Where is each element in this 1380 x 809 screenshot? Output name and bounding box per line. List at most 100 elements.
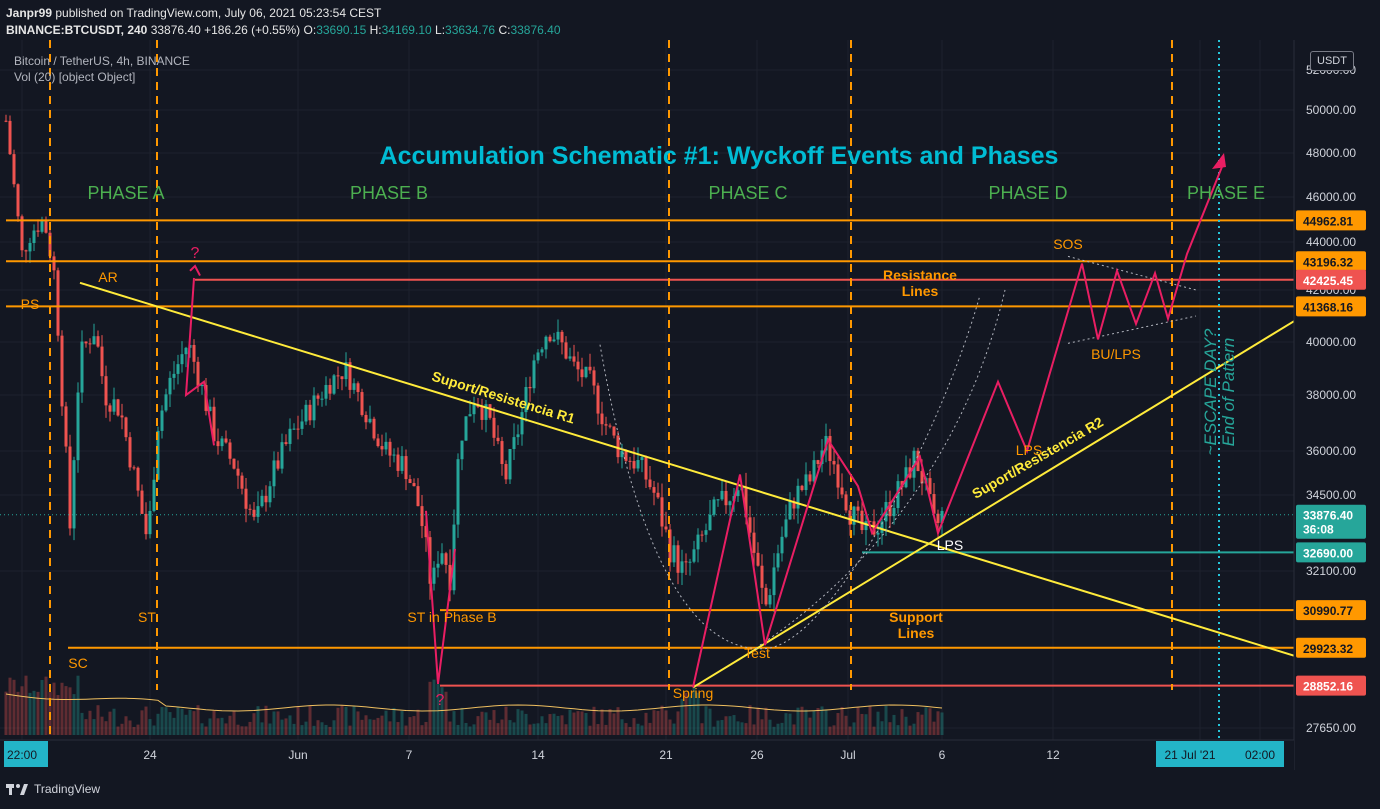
volume-bar	[496, 723, 500, 735]
volume-bar	[208, 718, 212, 735]
volume-bar	[56, 695, 60, 735]
publisher-line: Janpr99 published on TradingView.com, Ju…	[6, 6, 381, 20]
candle-body	[64, 406, 68, 447]
candle-body	[888, 502, 892, 517]
open-label: O:	[303, 23, 317, 37]
candle-body	[880, 521, 884, 533]
publish-info: published on TradingView.com, July 06, 2…	[55, 6, 382, 20]
volume-bar	[324, 724, 328, 735]
candle-body	[672, 545, 676, 563]
volume-bar	[184, 714, 188, 735]
volume-bar	[148, 719, 152, 735]
candle-body	[752, 532, 756, 553]
level-label: 44962.81	[1303, 214, 1353, 228]
volume-bar	[864, 714, 868, 735]
candle-body	[868, 521, 872, 523]
y-tick-label: 34500.00	[1306, 488, 1356, 502]
candle-body	[816, 460, 820, 465]
candle-body	[616, 435, 620, 458]
candle-body	[104, 376, 108, 406]
candle-body	[116, 399, 120, 416]
volume-bar	[412, 716, 416, 735]
candle-body	[208, 406, 212, 411]
x-highlight	[1156, 741, 1284, 767]
candle-body	[456, 459, 460, 525]
candle-body	[512, 437, 516, 449]
volume-bar	[768, 719, 772, 735]
volume-bar	[36, 691, 40, 735]
candle-body	[324, 384, 328, 399]
volume-bar	[616, 707, 620, 735]
tradingview-footer[interactable]: TradingView	[6, 782, 100, 796]
time-axis-background	[0, 740, 1294, 770]
candle-body	[80, 341, 84, 393]
candle-body	[596, 385, 600, 414]
volume-bar	[12, 679, 16, 735]
volume-bar	[328, 726, 332, 735]
volume-bar	[152, 725, 156, 735]
close-value: 33876.40	[510, 23, 561, 37]
candle-body	[612, 426, 616, 436]
volume-bar	[524, 713, 528, 735]
ar-arrow	[184, 277, 215, 446]
volume-bar	[272, 711, 276, 735]
volume-bar	[304, 721, 308, 735]
candle-body	[408, 479, 412, 484]
candle-body	[716, 499, 720, 501]
volume-bar	[500, 719, 504, 735]
currency-button[interactable]: USDT	[1310, 51, 1354, 71]
candle-body	[276, 460, 280, 469]
volume-bar	[416, 709, 420, 735]
volume-bar	[228, 715, 232, 735]
candle-body	[636, 460, 640, 469]
candle-body	[400, 456, 404, 471]
candle-body	[552, 339, 556, 342]
volume-bar	[232, 710, 236, 735]
volume-bar	[708, 708, 712, 735]
candle-body	[212, 406, 216, 442]
event-label: SC	[68, 655, 87, 671]
candle-body	[736, 490, 740, 497]
volume-bar	[400, 710, 404, 735]
resistance-label: Lines	[902, 283, 939, 299]
volume-legend[interactable]: Vol (20) [object Object]	[14, 70, 136, 84]
candle-body	[184, 347, 188, 355]
volume-bar	[40, 679, 44, 735]
y-tick-label: 46000.00	[1306, 190, 1356, 204]
candle-body	[228, 442, 232, 459]
x-tick-label: 21 Jul '21	[1165, 748, 1216, 762]
volume-bar	[648, 722, 652, 735]
candle-body	[800, 485, 804, 491]
volume-bar	[900, 709, 904, 735]
candle-body	[704, 530, 708, 535]
candle-body	[120, 415, 124, 418]
volume-bar	[292, 723, 296, 735]
candle-body	[364, 414, 368, 423]
volume-bar	[364, 715, 368, 735]
candle-body	[652, 487, 656, 493]
candle-body	[216, 441, 220, 447]
candle-body	[20, 216, 24, 251]
candle-body	[772, 567, 776, 596]
event-label: SOS	[1053, 236, 1083, 252]
low-label: L:	[435, 23, 446, 37]
volume-bar	[80, 712, 84, 735]
volume-bar	[60, 682, 64, 735]
volume-bar	[932, 721, 936, 735]
level-label: 32690.00	[1303, 546, 1353, 560]
candle-body	[784, 519, 788, 537]
symbol-legend[interactable]: Bitcoin / TetherUS, 4h, BINANCE	[14, 54, 190, 68]
chart-title: Accumulation Schematic #1: Wyckoff Event…	[380, 142, 1059, 170]
candle-body	[200, 385, 204, 387]
volume-bar	[540, 716, 544, 735]
author-name[interactable]: Janpr99	[6, 6, 53, 20]
volume-bar	[852, 722, 856, 735]
candle-body	[608, 425, 612, 427]
volume-bar	[380, 715, 384, 735]
support-label: Lines	[898, 625, 935, 641]
volume-bar	[732, 715, 736, 735]
volume-bar	[580, 711, 584, 735]
volume-bar	[124, 716, 128, 735]
volume-bar	[144, 706, 148, 735]
